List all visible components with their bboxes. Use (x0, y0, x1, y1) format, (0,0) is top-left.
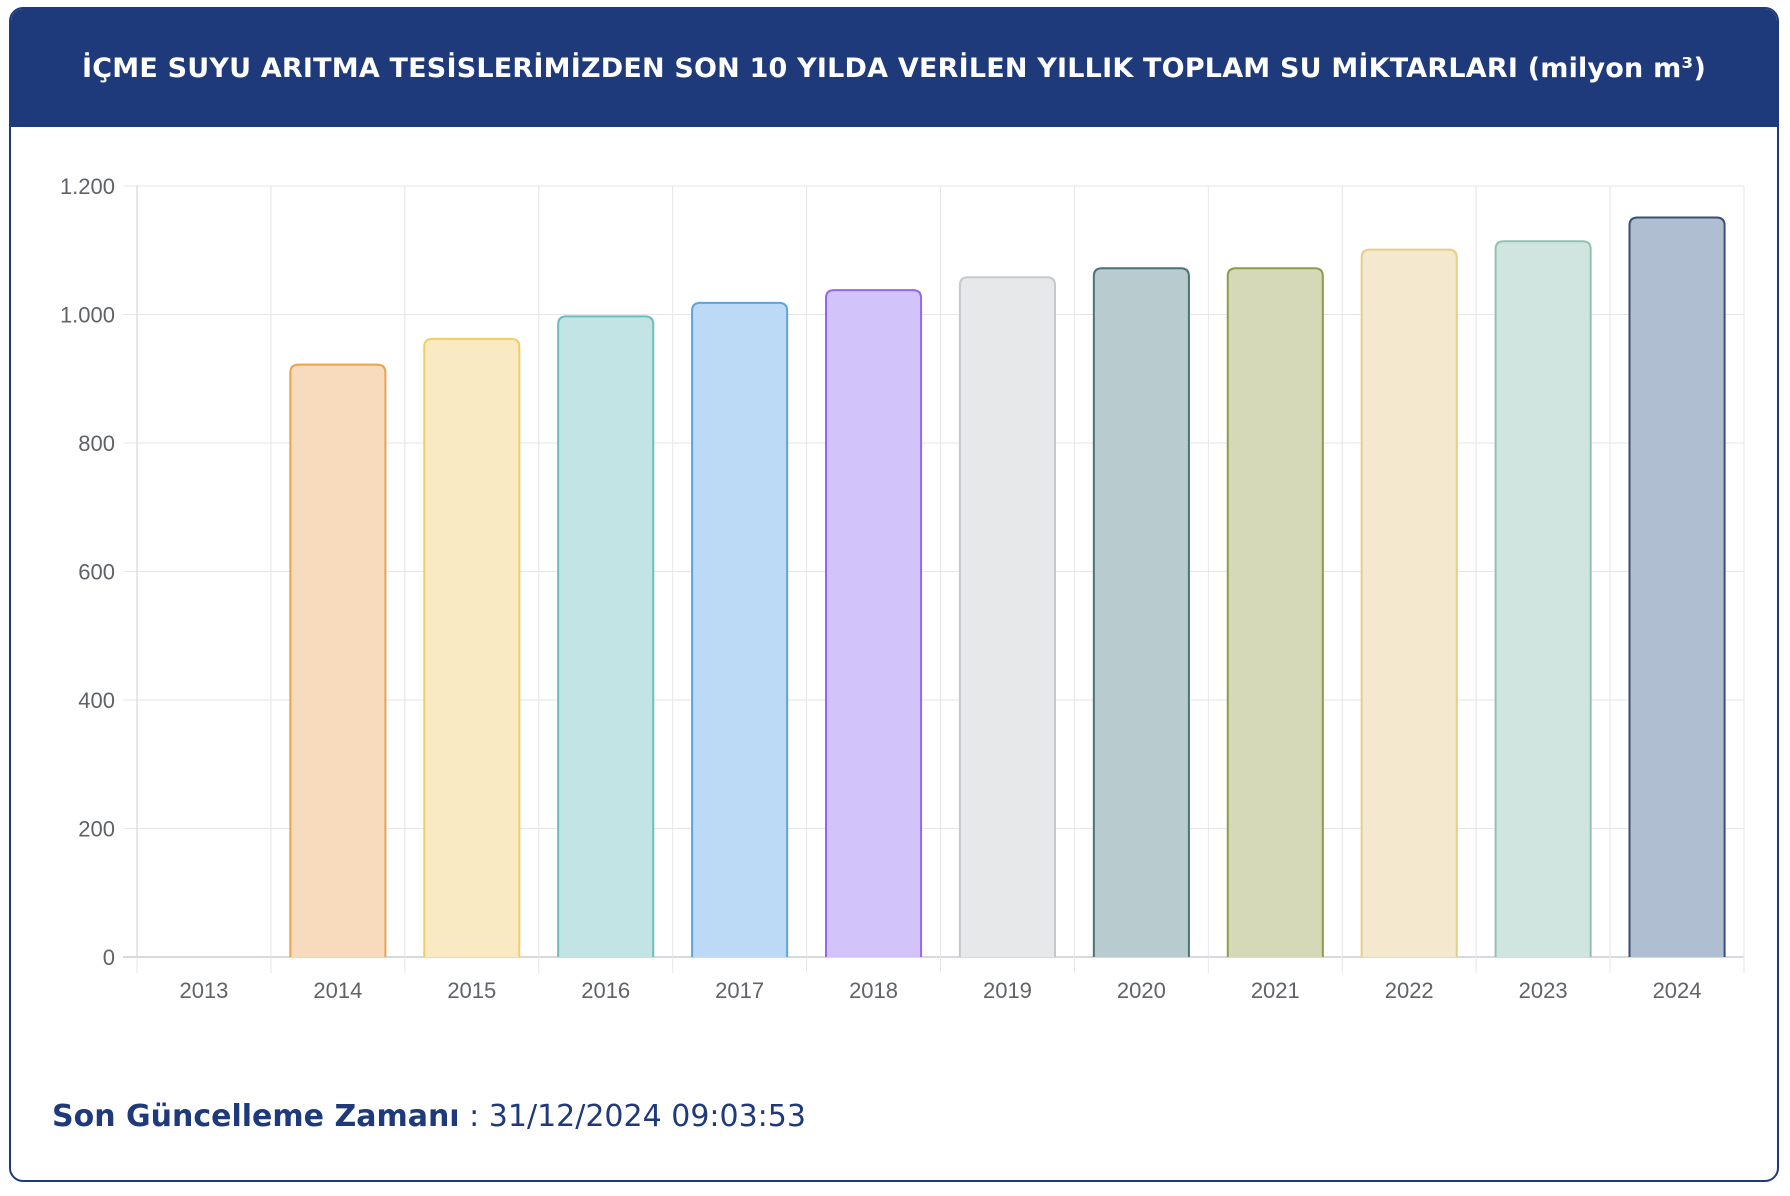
x-tick-label: 2021 (1251, 978, 1300, 1003)
x-tick-label: 2020 (1117, 978, 1166, 1003)
bar-2024 (1628, 216, 1726, 957)
last-update: Son Güncelleme Zamanı : 31/12/2024 09:03… (52, 1099, 806, 1134)
last-update-separator: : (459, 1099, 489, 1134)
bar-2015 (423, 337, 521, 957)
y-tick-label: 0 (103, 945, 115, 970)
bar-2021 (1226, 267, 1324, 957)
last-update-label: Son Güncelleme Zamanı (52, 1099, 460, 1134)
chart-title: İÇME SUYU ARITMA TESİSLERİMİZDEN SON 10 … (82, 52, 1706, 84)
y-tick-label: 600 (78, 560, 115, 585)
y-tick-label: 1.200 (60, 174, 115, 199)
x-tick-label: 2016 (581, 978, 630, 1003)
chart-card: İÇME SUYU ARITMA TESİSLERİMİZDEN SON 10 … (9, 7, 1779, 1182)
last-update-value: 31/12/2024 09:03:53 (488, 1099, 806, 1134)
x-tick-label: 2013 (179, 978, 228, 1003)
card-header: İÇME SUYU ARITMA TESİSLERİMİZDEN SON 10 … (11, 9, 1777, 127)
x-tick-label: 2019 (983, 978, 1032, 1003)
x-tick-label: 2023 (1519, 978, 1568, 1003)
x-tick-label: 2022 (1385, 978, 1434, 1003)
y-tick-label: 800 (78, 431, 115, 456)
y-tick-label: 400 (78, 688, 115, 713)
bar-2022 (1360, 248, 1458, 957)
bar-chart: 0 200 400 600 800 1.000 1.200 2013 2014 2015 2016 2… (60, 174, 1745, 1003)
bar-2023 (1494, 240, 1592, 957)
y-tick-label: 1.000 (60, 303, 115, 328)
y-tick-label: 200 (78, 817, 115, 842)
x-tick-label: 2017 (715, 978, 764, 1003)
bar-2017 (691, 301, 789, 957)
bar-2018 (825, 289, 923, 957)
x-tick-label: 2024 (1653, 978, 1702, 1003)
x-tick-label: 2018 (849, 978, 898, 1003)
x-tick-label: 2015 (447, 978, 496, 1003)
bar-2020 (1092, 267, 1190, 957)
bar-2016 (557, 315, 655, 957)
bar-2014 (289, 363, 387, 957)
bar-2019 (958, 276, 1056, 957)
x-tick-label: 2014 (313, 978, 362, 1003)
